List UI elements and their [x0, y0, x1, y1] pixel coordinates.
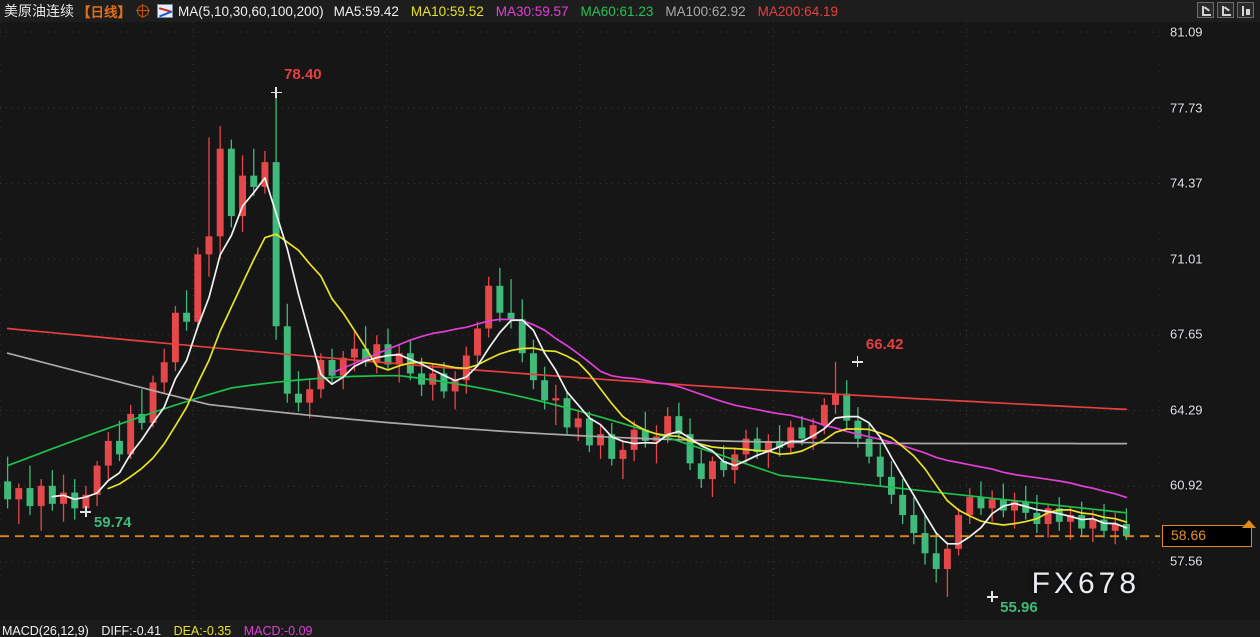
shift-right-icon[interactable] [1237, 2, 1254, 18]
mid-high-annotation: 66.42 [865, 335, 904, 353]
ma5-value: MA5:59.42 [333, 3, 399, 19]
header-toolbar [1197, 2, 1254, 18]
chart-header: 美原油连续 【日线】 MA(5,10,30,60,100,200) MA5:59… [0, 0, 1260, 22]
ma100-value: MA100:62.92 [665, 3, 746, 19]
price-tick: 77.73 [1170, 100, 1203, 116]
macd-dea: DEA:-0.35 [173, 624, 232, 637]
align-left-icon[interactable] [1197, 2, 1214, 18]
price-tick: 67.65 [1170, 326, 1203, 342]
price-tick: 74.37 [1170, 175, 1203, 191]
price-tick: 60.92 [1170, 477, 1203, 493]
ma200-value: MA200:64.19 [757, 3, 838, 19]
period-label: 【日线】 [77, 5, 131, 21]
symbol-name: 美原油连续 [4, 4, 74, 20]
ma30-value: MA30:59.57 [495, 3, 569, 19]
macd-indicator-strip[interactable]: MACD(26,12,9) DIFF:-0.41 DEA:-0.35 MACD:… [0, 620, 1260, 637]
macd-value: MACD:-0.09 [243, 624, 313, 637]
current-price-badge[interactable]: 58.66 [1162, 525, 1252, 548]
left-low-annotation: 59.74 [93, 513, 132, 531]
crosshair-target-icon[interactable] [136, 4, 150, 18]
macd-title: MACD(26,12,9) [2, 624, 89, 637]
ma60-value: MA60:61.23 [580, 3, 654, 19]
align-right-icon[interactable] [1217, 2, 1234, 18]
macd-diff: DIFF:-0.41 [101, 624, 162, 637]
price-tick: 57.56 [1170, 553, 1203, 569]
price-up-arrow-icon [1242, 520, 1256, 529]
candlestick-plot [0, 22, 1160, 619]
low-price-annotation: 55.96 [1000, 598, 1038, 616]
price-tick: 81.09 [1170, 24, 1203, 40]
price-tick: 71.01 [1170, 251, 1203, 267]
high-price-annotation: 78.40 [284, 66, 322, 84]
ma10-value: MA10:59.52 [410, 3, 484, 19]
watermark: FX678 [1031, 567, 1140, 600]
price-chart-area[interactable]: 78.40 55.96 59.74 66.42 FX678 [0, 22, 1160, 619]
ma-definition: MA(5,10,30,60,100,200) [178, 3, 324, 19]
macd-readout: MACD(26,12,9) DIFF:-0.41 DEA:-0.35 MACD:… [2, 624, 322, 637]
price-tick: 64.29 [1170, 402, 1203, 418]
mini-chart-icon[interactable] [157, 4, 173, 18]
price-axis[interactable]: 81.09 77.73 74.37 71.01 67.65 64.29 60.92 57.56… [1160, 22, 1260, 619]
